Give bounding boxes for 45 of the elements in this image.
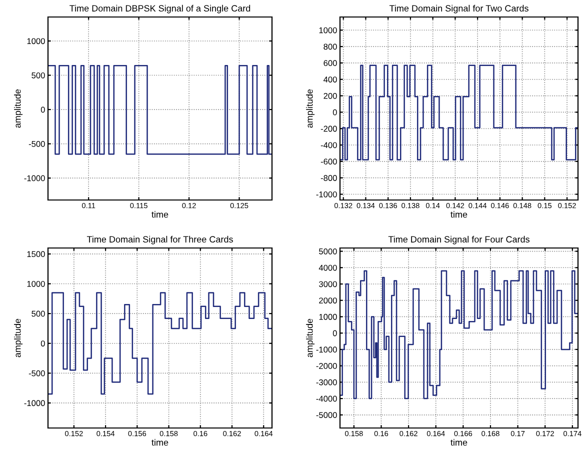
- y-tick-label: -1000: [316, 346, 337, 353]
- y-tick-label: 400: [324, 76, 337, 82]
- y-tick-label: 200: [324, 92, 337, 99]
- y-tick-label: -1000: [24, 400, 45, 406]
- y-tick-label: 0: [332, 330, 337, 336]
- y-tick-label: 1000: [27, 38, 45, 44]
- y-tick-label: 5000: [319, 248, 337, 254]
- y-axis-title: amplitude: [14, 318, 23, 358]
- y-tick-label: 800: [324, 44, 337, 50]
- chart-title: Time Domain Signal for Two Cards: [389, 4, 528, 14]
- y-axis-title: amplitude: [306, 89, 315, 128]
- chart-title: Time Domain Signal for Three Cards: [86, 236, 233, 244]
- x-axis-title: time: [152, 211, 168, 218]
- y-tick-label: 500: [32, 310, 45, 317]
- y-tick-label: -2000: [316, 363, 337, 369]
- y-axis-title: amplitude: [306, 318, 315, 358]
- y-tick-label: -3000: [316, 379, 337, 386]
- y-tick-label: 0: [332, 109, 337, 116]
- y-tick-label: -5000: [316, 412, 337, 418]
- y-tick-label: -200: [320, 126, 337, 132]
- y-tick-label: -4000: [316, 396, 337, 402]
- y-tick-label: 1000: [319, 27, 337, 34]
- y-tick-label: -1000: [24, 175, 45, 182]
- x-axis-title: time: [152, 439, 168, 446]
- y-tick-label: 1500: [27, 251, 45, 258]
- x-axis-title: time: [450, 211, 468, 218]
- y-tick-label: -600: [320, 158, 337, 165]
- y-tick-label: 0: [40, 106, 45, 113]
- y-tick-label: 2000: [319, 298, 337, 304]
- y-tick-label: -500: [28, 141, 45, 147]
- chart-title: Time Domain DBPSK Signal of a Single Card: [70, 4, 250, 14]
- y-tick-label: -400: [320, 142, 337, 148]
- y-axis-title: amplitude: [14, 89, 23, 128]
- y-tick-label: 1000: [319, 314, 337, 320]
- y-tick-label: 1000: [27, 280, 45, 287]
- y-tick-label: 3000: [319, 281, 337, 288]
- y-tick-label: 500: [32, 72, 45, 78]
- y-tick-label: -500: [28, 370, 45, 376]
- y-tick-label: 600: [324, 60, 337, 66]
- y-tick-label: -1000: [316, 191, 337, 198]
- chart-title: Time Domain Signal for Four Cards: [388, 236, 530, 244]
- y-tick-label: -800: [320, 175, 337, 181]
- y-tick-label: 0: [40, 340, 45, 346]
- y-tick-label: 4000: [318, 264, 337, 271]
- x-axis-title: time: [450, 439, 468, 446]
